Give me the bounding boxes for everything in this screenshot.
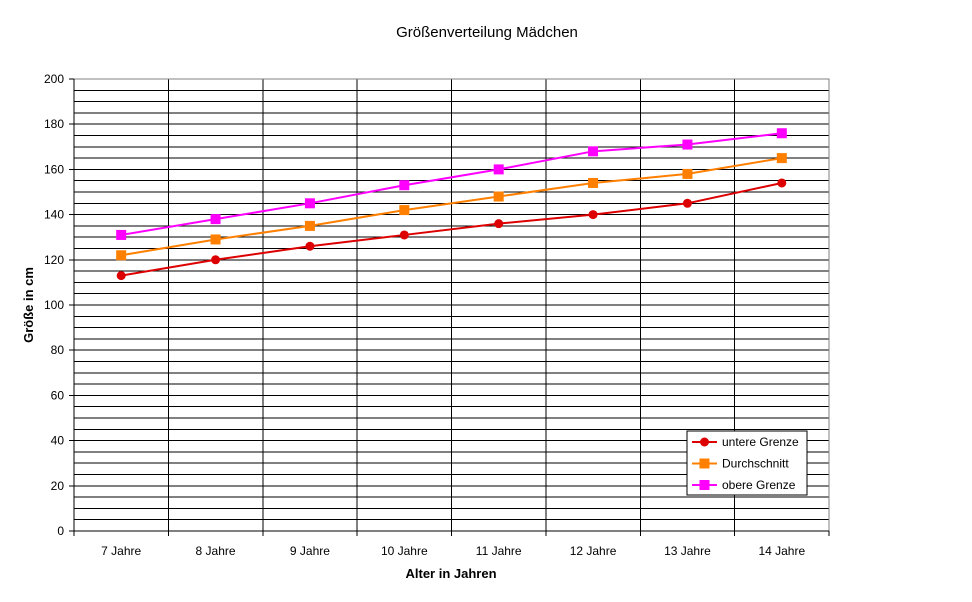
series-line [121, 157, 782, 257]
data-point [304, 198, 315, 209]
legend-label: obere Grenze [722, 478, 796, 492]
data-point [304, 220, 315, 231]
data-point [493, 191, 504, 202]
data-point [305, 241, 315, 251]
grid-lines [74, 79, 829, 531]
x-tick-label: 14 Jahre [758, 544, 805, 558]
data-point [682, 168, 693, 179]
data-point [777, 178, 787, 188]
y-tick-label: 180 [44, 117, 64, 131]
x-tick-label: 13 Jahre [664, 544, 711, 558]
x-tick-label: 7 Jahre [101, 544, 141, 558]
y-tick-label: 40 [51, 434, 65, 448]
data-point [116, 271, 126, 281]
y-tick-label: 20 [51, 479, 65, 493]
data-point [776, 153, 787, 164]
x-axis-title: Alter in Jahren [405, 566, 496, 581]
y-tick-label: 60 [51, 388, 65, 402]
data-point [682, 139, 693, 150]
data-point [399, 180, 410, 191]
legend-label: untere Grenze [722, 435, 799, 449]
y-tick-label: 0 [57, 524, 64, 538]
data-point [399, 205, 410, 216]
data-point [776, 128, 787, 139]
y-tick-label: 100 [44, 298, 64, 312]
legend-marker [699, 458, 710, 469]
y-tick-label: 200 [44, 72, 64, 86]
data-point [682, 198, 692, 208]
data-point [588, 210, 598, 220]
data-point [116, 250, 127, 261]
data-point [210, 234, 221, 245]
series-markers [116, 128, 787, 281]
legend-marker [699, 480, 710, 490]
legend-label: Durchschnitt [722, 457, 789, 471]
y-axis-title: Größe in cm [21, 267, 36, 343]
data-point [494, 219, 504, 229]
axes [69, 78, 830, 536]
chart-title: Größenverteilung Mädchen [396, 24, 578, 41]
data-point [399, 230, 409, 240]
series-line [121, 181, 783, 277]
x-tick-label: 10 Jahre [381, 544, 428, 558]
data-point [211, 255, 221, 265]
y-tick-label: 80 [51, 343, 65, 357]
data-point [588, 146, 599, 157]
legend-marker [700, 437, 709, 447]
x-tick-label: 12 Jahre [570, 544, 617, 558]
series-line [121, 132, 782, 236]
legend: untere Grenze Durchschnitt obere Grenze [686, 430, 808, 496]
x-tick-labels: 7 Jahre 8 Jahre 9 Jahre 10 Jahre 11 Jahre 12 … [101, 544, 805, 558]
x-tick-label: 9 Jahre [290, 544, 330, 558]
data-point [493, 164, 504, 175]
data-point [210, 214, 221, 225]
y-tick-label: 140 [44, 208, 64, 222]
x-tick-label: 11 Jahre [476, 544, 522, 558]
data-point [116, 229, 127, 240]
data-point [588, 177, 599, 188]
x-tick-label: 8 Jahre [196, 544, 236, 558]
y-tick-label: 120 [44, 253, 64, 267]
series-lines [121, 132, 783, 277]
y-tick-label: 160 [44, 162, 64, 176]
y-tick-labels: 0 20 40 60 80 100 120 140 160 180 200 [44, 72, 64, 538]
